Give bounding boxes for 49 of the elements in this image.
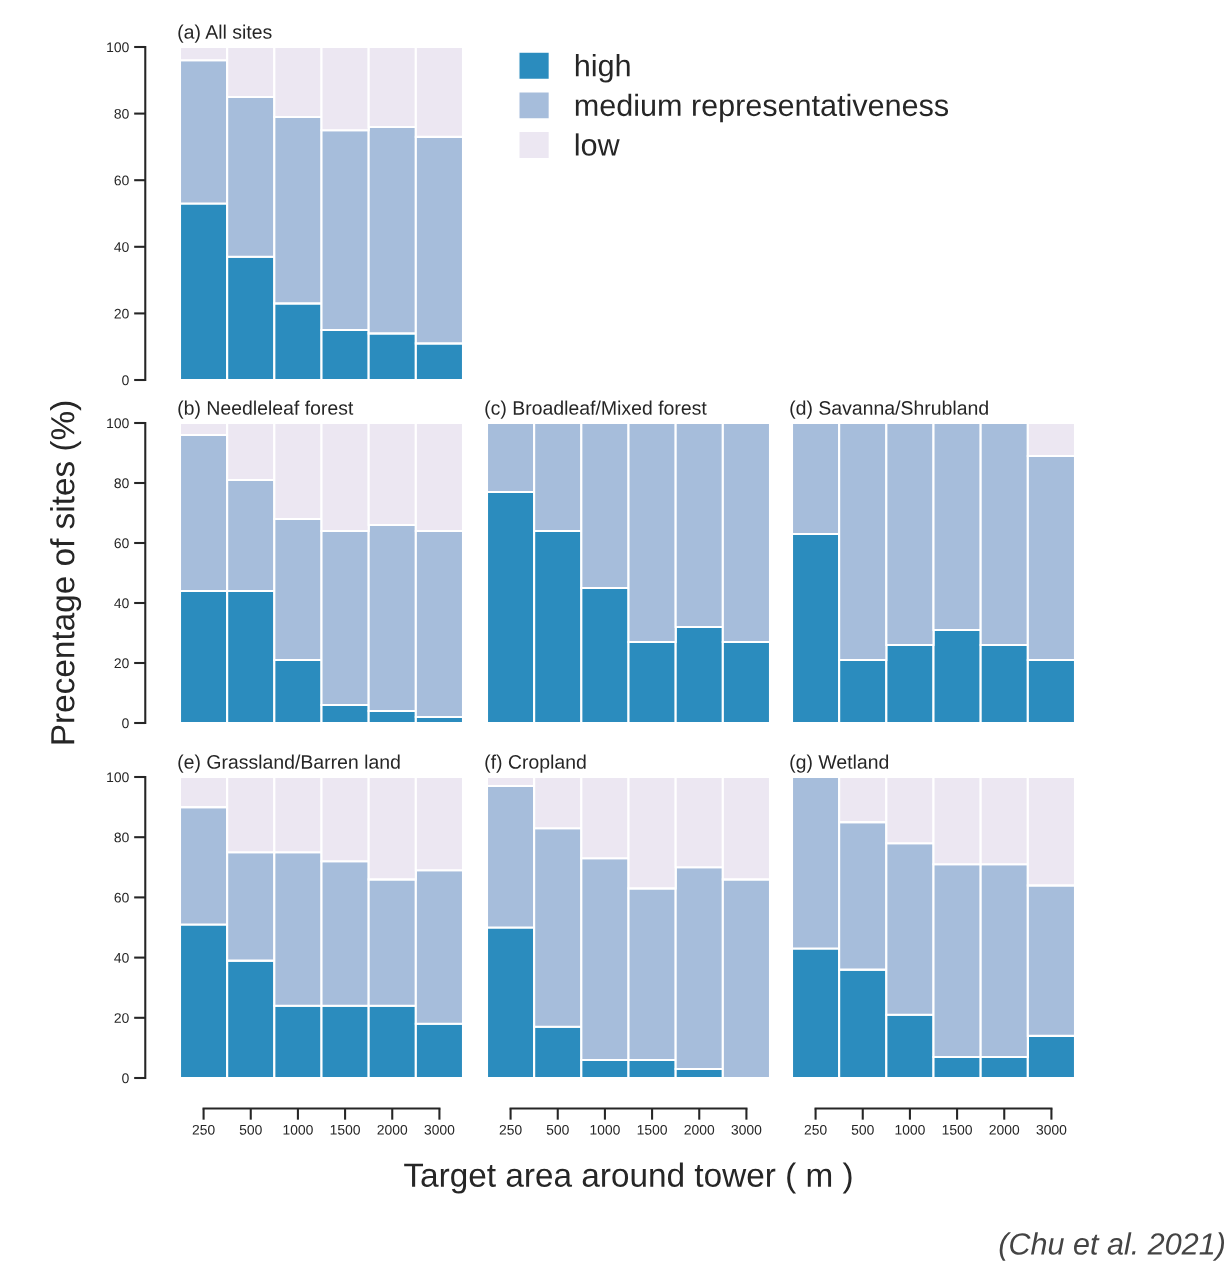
x-tick-label: 1000 [283,1124,313,1135]
x-tick-label: 2000 [989,1124,1020,1135]
y-tick-label: 60 [114,892,129,903]
chart-title: (a) All sites [178,24,272,43]
y-tick-label: 80 [114,832,129,843]
chart-title: (g) Wetland [790,754,889,773]
y-tick-label: 20 [114,308,129,319]
x-tick-label: 1500 [637,1124,667,1135]
y-tick-label: 40 [114,952,129,963]
legend-label: low [575,133,620,156]
y-tick-label: 0 [122,375,129,386]
x-axis-title: Target area around tower ( m ) [404,1162,852,1194]
y-tick-label: 60 [114,175,129,186]
x-tick-label: 500 [851,1124,874,1135]
chart-title: (c) Broadleaf/Mixed forest [485,400,707,419]
x-tick-label: 500 [546,1124,569,1135]
chart-title: (b) Needleleaf forest [178,400,354,419]
x-tick-label: 1500 [942,1124,972,1135]
x-tick-label: 250 [804,1124,827,1135]
legend-label: medium representativeness [575,93,949,123]
y-tick-label: 80 [114,108,129,119]
chart-title: (f) Cropland [485,754,586,773]
y-tick-label: 100 [107,418,129,429]
x-tick-label: 3000 [424,1124,455,1135]
x-tick-label: 3000 [731,1124,762,1135]
x-tick-label: 2000 [684,1124,715,1135]
legend-label: high [575,54,630,83]
y-tick-label: 80 [114,478,129,489]
y-tick-label: 40 [114,242,129,252]
y-tick-label: 20 [114,1013,129,1023]
x-tick-label: 250 [192,1124,215,1135]
y-axis-title: Precentage of sites (%) [50,401,82,744]
y-tick-label: 60 [114,538,129,549]
chart-title: (e) Grassland/Barren land [178,754,400,773]
y-tick-label: 0 [122,1073,129,1084]
y-tick-label: 20 [114,658,129,669]
chart-title: (d) Savanna/Shrubland [790,400,988,419]
x-tick-label: 1000 [895,1124,925,1135]
y-tick-label: 100 [107,42,129,53]
x-tick-label: 250 [499,1124,522,1135]
x-tick-label: 1500 [330,1124,360,1135]
y-tick-label: 100 [107,772,129,783]
x-tick-label: 3000 [1036,1124,1067,1135]
x-tick-label: 1000 [590,1124,620,1135]
y-tick-label: 0 [122,718,129,729]
x-tick-label: 500 [239,1124,262,1135]
y-tick-label: 40 [114,598,129,609]
text: (Chu et al. 2021) [999,1232,1225,1261]
x-tick-label: 2000 [377,1124,408,1135]
